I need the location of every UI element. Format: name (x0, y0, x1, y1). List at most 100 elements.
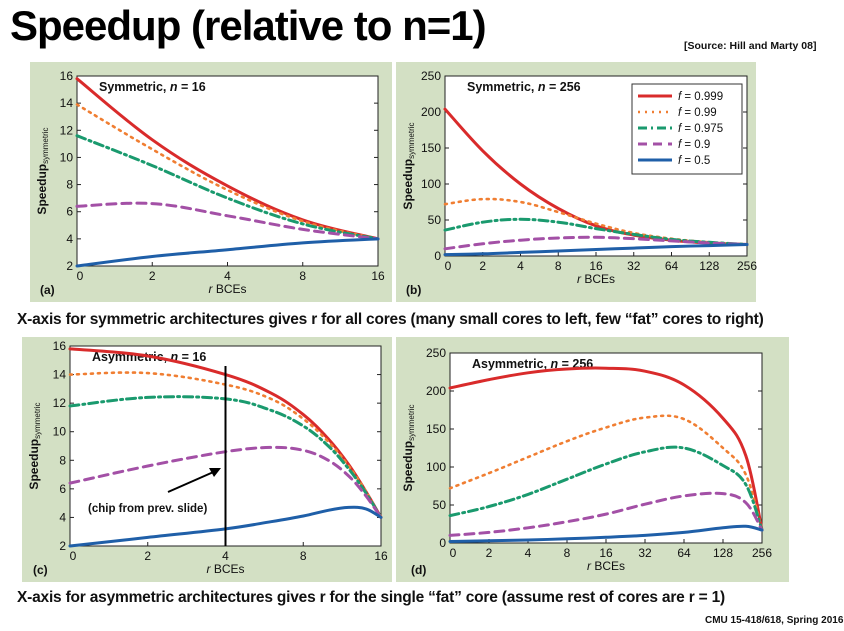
y-tick-label: 100 (426, 460, 446, 474)
chart-title: Symmetric, n = 16 (99, 80, 206, 94)
x-tick-label: 128 (713, 546, 733, 560)
x-tick-label: 16 (371, 269, 385, 283)
y-tick-label: 14 (53, 368, 67, 382)
x-axis-label: r BCEs (206, 562, 244, 576)
x-tick-label: 128 (699, 259, 719, 273)
x-tick-label: 2 (144, 549, 151, 563)
series-line (75, 201, 380, 241)
y-tick-label: 8 (66, 178, 73, 192)
x-tick-label: 64 (665, 259, 679, 273)
footer: CMU 15-418/618, Spring 2016 (705, 615, 844, 626)
annotation-arrow (167, 469, 219, 493)
x-tick-label: 4 (224, 269, 231, 283)
x-tick-label: 2 (479, 259, 486, 273)
chart-panel-d: 0 50 100 150 200 250 0 2 4 8 16 32 64 128 256 r BCEs Spe… (396, 337, 789, 582)
y-axis-label: Speedupsymmetric (27, 402, 42, 489)
series-line (448, 366, 764, 532)
x-tick-label: 16 (599, 546, 613, 560)
series-line (448, 445, 764, 532)
y-tick-label: 250 (421, 69, 441, 83)
plot-area (76, 75, 379, 267)
y-tick-label: 12 (53, 396, 67, 410)
y-tick-label: 150 (421, 141, 441, 155)
x-tick-label: 64 (677, 546, 691, 560)
series-line (75, 237, 380, 268)
series-line (75, 103, 380, 241)
y-tick-label: 200 (421, 105, 441, 119)
x-tick-label: 32 (627, 259, 641, 273)
y-tick-label: 2 (59, 539, 66, 553)
legend-label: f = 0.9 (678, 139, 710, 151)
series-line (68, 445, 383, 519)
y-tick-label: 6 (59, 482, 66, 496)
x-tick-label: 2 (149, 269, 156, 283)
x-tick-label: 2 (486, 546, 493, 560)
caption-asymmetric: X-axis for asymmetric architectures give… (17, 589, 725, 606)
x-tick-label: 0 (70, 549, 77, 563)
legend-label: f = 0.999 (678, 91, 723, 103)
series-line (448, 414, 764, 532)
x-tick-label: 4 (222, 549, 229, 563)
legend-label: f = 0.99 (678, 107, 717, 119)
y-tick-label: 4 (66, 232, 73, 246)
x-tick-label: 0 (77, 269, 84, 283)
series-line (68, 395, 383, 519)
x-tick-label: 4 (517, 259, 524, 273)
series-line (443, 235, 749, 251)
panel-label: (b) (406, 283, 421, 297)
series-line (448, 524, 764, 543)
x-tick-label: 0 (450, 546, 457, 560)
y-tick-label: 50 (428, 213, 442, 227)
series-line (448, 491, 764, 537)
x-tick-label: 8 (564, 546, 571, 560)
x-tick-label: 256 (752, 546, 772, 560)
y-tick-label: 10 (53, 425, 67, 439)
y-tick-label: 8 (59, 453, 66, 467)
legend-label: f = 0.5 (678, 155, 710, 167)
y-tick-label: 16 (60, 69, 74, 83)
y-tick-label: 6 (66, 205, 73, 219)
y-tick-label: 50 (433, 498, 447, 512)
legend-label: f = 0.975 (678, 123, 723, 135)
x-axis-label: r BCEs (587, 559, 625, 573)
x-tick-label: 8 (299, 269, 306, 283)
x-tick-label: 16 (589, 259, 603, 273)
x-tick-label: 4 (525, 546, 532, 560)
y-tick-label: 100 (421, 177, 441, 191)
x-tick-label: 8 (300, 549, 307, 563)
x-tick-label: 0 (445, 259, 452, 273)
y-axis-label: Speedupsymmetric (401, 404, 416, 491)
plot-area (449, 352, 763, 544)
x-tick-label: 8 (555, 259, 562, 273)
x-axis-label: r BCEs (208, 282, 246, 296)
chart-title: Symmetric, n = 256 (467, 80, 581, 94)
series-line (68, 505, 383, 548)
annotation-text: (chip from prev. slide) (88, 503, 207, 515)
panel-label: (c) (33, 563, 48, 577)
y-tick-label: 0 (439, 536, 446, 550)
chart-panel-b: 0 50 100 150 200 250 0 2 4 8 16 32 64 128 256 r BCEs Spe… (396, 62, 757, 302)
y-axis-label: Speedupsymmetric (401, 122, 416, 209)
x-tick-label: 32 (638, 546, 652, 560)
panel-label: (d) (411, 563, 426, 577)
chart-title: Asymmetric, n = 16 (92, 350, 206, 364)
panel-label: (a) (40, 283, 55, 297)
y-tick-label: 2 (66, 259, 73, 273)
annotation-arrowhead (209, 468, 221, 477)
y-tick-label: 14 (60, 96, 74, 110)
y-tick-label: 0 (434, 249, 441, 263)
series-line (443, 243, 749, 257)
series-line (75, 134, 380, 241)
x-axis-label: r BCEs (577, 272, 615, 286)
y-tick-label: 12 (60, 123, 74, 137)
x-tick-label: 256 (737, 259, 757, 273)
y-tick-label: 10 (60, 150, 74, 164)
source-citation: [Source: Hill and Marty 08] (684, 40, 817, 52)
caption-symmetric: X-axis for symmetric architectures gives… (17, 311, 764, 328)
y-tick-label: 16 (53, 339, 67, 353)
series-line (68, 371, 383, 519)
y-tick-label: 150 (426, 422, 446, 436)
